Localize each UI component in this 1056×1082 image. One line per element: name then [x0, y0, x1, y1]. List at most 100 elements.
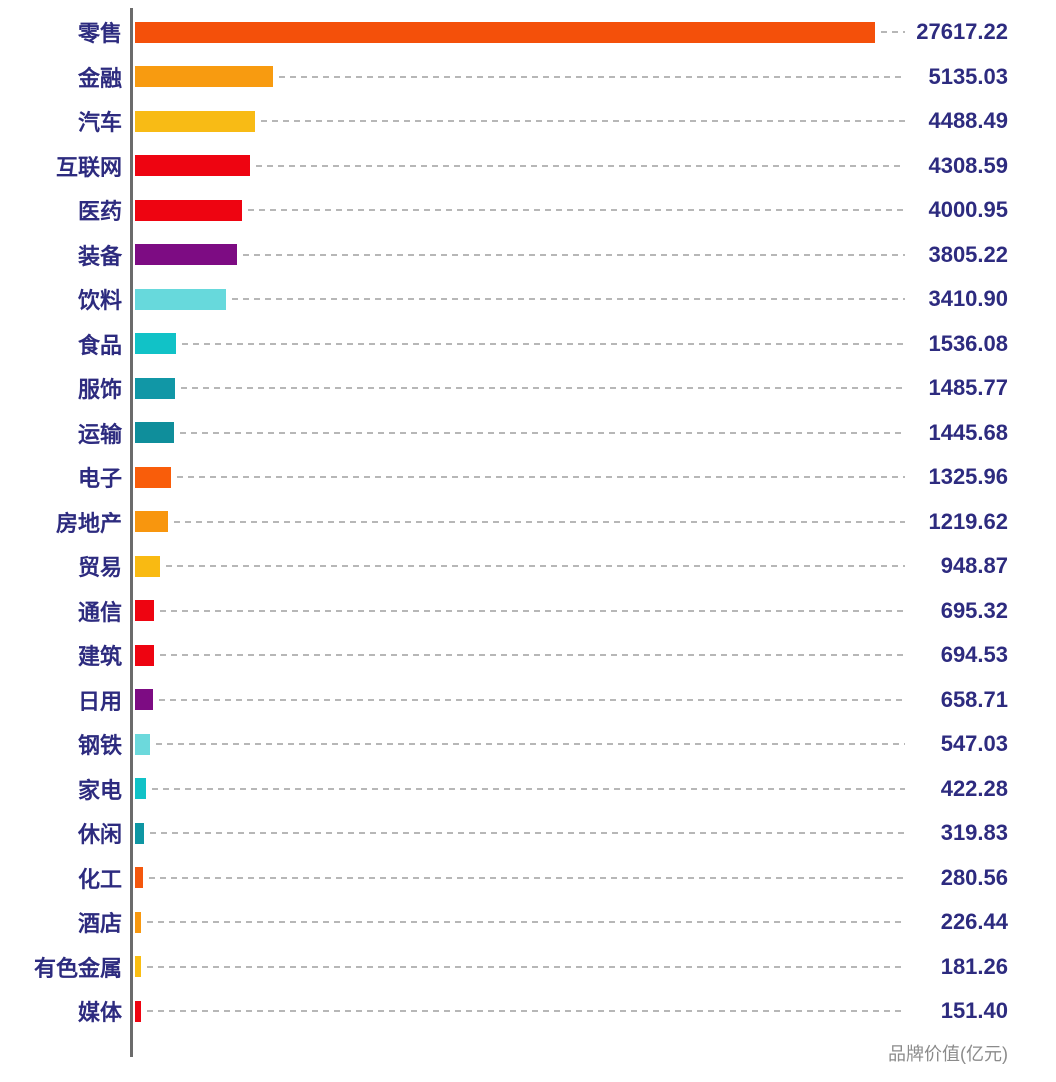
- category-label: 媒体: [77, 1000, 122, 1026]
- category-label: 汽车: [77, 110, 122, 136]
- bar: [135, 21, 875, 43]
- value-label: 1219.62: [928, 508, 1008, 534]
- leader-line: [166, 565, 905, 568]
- value-label: 694.53: [940, 642, 1008, 668]
- leader-line: [182, 342, 905, 345]
- chart-row: 医药 4000.95: [0, 188, 1056, 233]
- value-label: 319.83: [940, 820, 1008, 846]
- category-label: 运输: [77, 421, 122, 447]
- bar-track: [135, 600, 905, 622]
- chart-row: 通信 695.32: [0, 589, 1056, 634]
- chart-row: 休闲 319.83: [0, 811, 1056, 856]
- category-label: 房地产: [55, 510, 122, 536]
- bar-track: [135, 333, 905, 355]
- bar-track: [135, 555, 905, 577]
- leader-line: [232, 298, 905, 301]
- leader-line: [177, 476, 905, 479]
- category-label: 医药: [77, 199, 122, 225]
- bar-track: [135, 110, 905, 132]
- bar-track: [135, 733, 905, 755]
- chart-row: 零售 27617.22: [0, 10, 1056, 55]
- leader-line: [243, 253, 905, 256]
- bar: [135, 778, 146, 800]
- value-label: 151.40: [940, 998, 1008, 1024]
- value-label: 3410.90: [928, 286, 1008, 312]
- bar-track: [135, 867, 905, 889]
- chart-row: 食品 1536.08: [0, 322, 1056, 367]
- value-label: 27617.22: [916, 19, 1008, 45]
- value-label: 4000.95: [928, 197, 1008, 223]
- category-label: 通信: [77, 599, 122, 625]
- value-label: 948.87: [940, 553, 1008, 579]
- leader-line: [150, 832, 905, 835]
- category-label: 家电: [77, 777, 122, 803]
- bar: [135, 733, 150, 755]
- bar-track: [135, 244, 905, 266]
- chart-row: 装备 3805.22: [0, 233, 1056, 278]
- bar-track: [135, 1000, 905, 1022]
- chart-row: 金融 5135.03: [0, 55, 1056, 100]
- value-label: 422.28: [940, 775, 1008, 801]
- bar: [135, 110, 255, 132]
- bar: [135, 911, 141, 933]
- leader-line: [159, 698, 905, 701]
- leader-line: [156, 743, 905, 746]
- leader-line: [261, 120, 905, 123]
- chart-row: 化工 280.56: [0, 856, 1056, 901]
- x-axis-title: 品牌价值(亿元): [888, 1044, 1008, 1064]
- bar: [135, 867, 143, 889]
- chart-row: 运输 1445.68: [0, 411, 1056, 456]
- category-label: 饮料: [77, 288, 122, 314]
- chart-row: 汽车 4488.49: [0, 99, 1056, 144]
- leader-line: [152, 787, 905, 790]
- category-label: 酒店: [77, 911, 122, 937]
- bar: [135, 199, 242, 221]
- y-axis-line: [130, 8, 133, 1057]
- bar-track: [135, 956, 905, 978]
- bar: [135, 511, 168, 533]
- value-label: 695.32: [940, 597, 1008, 623]
- bar-track: [135, 911, 905, 933]
- chart-row: 房地产 1219.62: [0, 500, 1056, 545]
- leader-line: [180, 431, 905, 434]
- bar: [135, 288, 226, 310]
- value-label: 1445.68: [928, 419, 1008, 445]
- bar: [135, 333, 176, 355]
- leader-line: [881, 31, 905, 34]
- category-label: 建筑: [77, 644, 122, 670]
- leader-line: [256, 164, 905, 167]
- bar: [135, 155, 250, 177]
- chart-row: 家电 422.28: [0, 767, 1056, 812]
- leader-line: [160, 609, 905, 612]
- category-label: 钢铁: [77, 733, 122, 759]
- value-label: 280.56: [940, 864, 1008, 890]
- leader-line: [279, 75, 905, 78]
- chart-row: 酒店 226.44: [0, 900, 1056, 945]
- chart-row: 饮料 3410.90: [0, 277, 1056, 322]
- value-label: 226.44: [940, 909, 1008, 935]
- chart-row: 建筑 694.53: [0, 633, 1056, 678]
- bar: [135, 555, 160, 577]
- value-label: 547.03: [940, 731, 1008, 757]
- chart-row: 互联网 4308.59: [0, 144, 1056, 189]
- bar-track: [135, 689, 905, 711]
- category-label: 零售: [77, 21, 122, 47]
- bar: [135, 466, 171, 488]
- value-label: 5135.03: [928, 63, 1008, 89]
- bar-track: [135, 466, 905, 488]
- chart-row: 服饰 1485.77: [0, 366, 1056, 411]
- bar-track: [135, 66, 905, 88]
- category-label: 互联网: [55, 154, 122, 180]
- bar-track: [135, 199, 905, 221]
- leader-line: [181, 387, 905, 390]
- chart-row: 贸易 948.87: [0, 544, 1056, 589]
- category-label: 化工: [77, 866, 122, 892]
- chart-rows: 零售 27617.22 金融 5135.03 汽车 4488.49 互联网 4308.59 医药…: [0, 10, 1056, 1026]
- bar-track: [135, 422, 905, 444]
- bar-track: [135, 21, 905, 43]
- bar: [135, 600, 154, 622]
- category-label: 装备: [77, 243, 122, 269]
- bar-track: [135, 778, 905, 800]
- bar-track: [135, 288, 905, 310]
